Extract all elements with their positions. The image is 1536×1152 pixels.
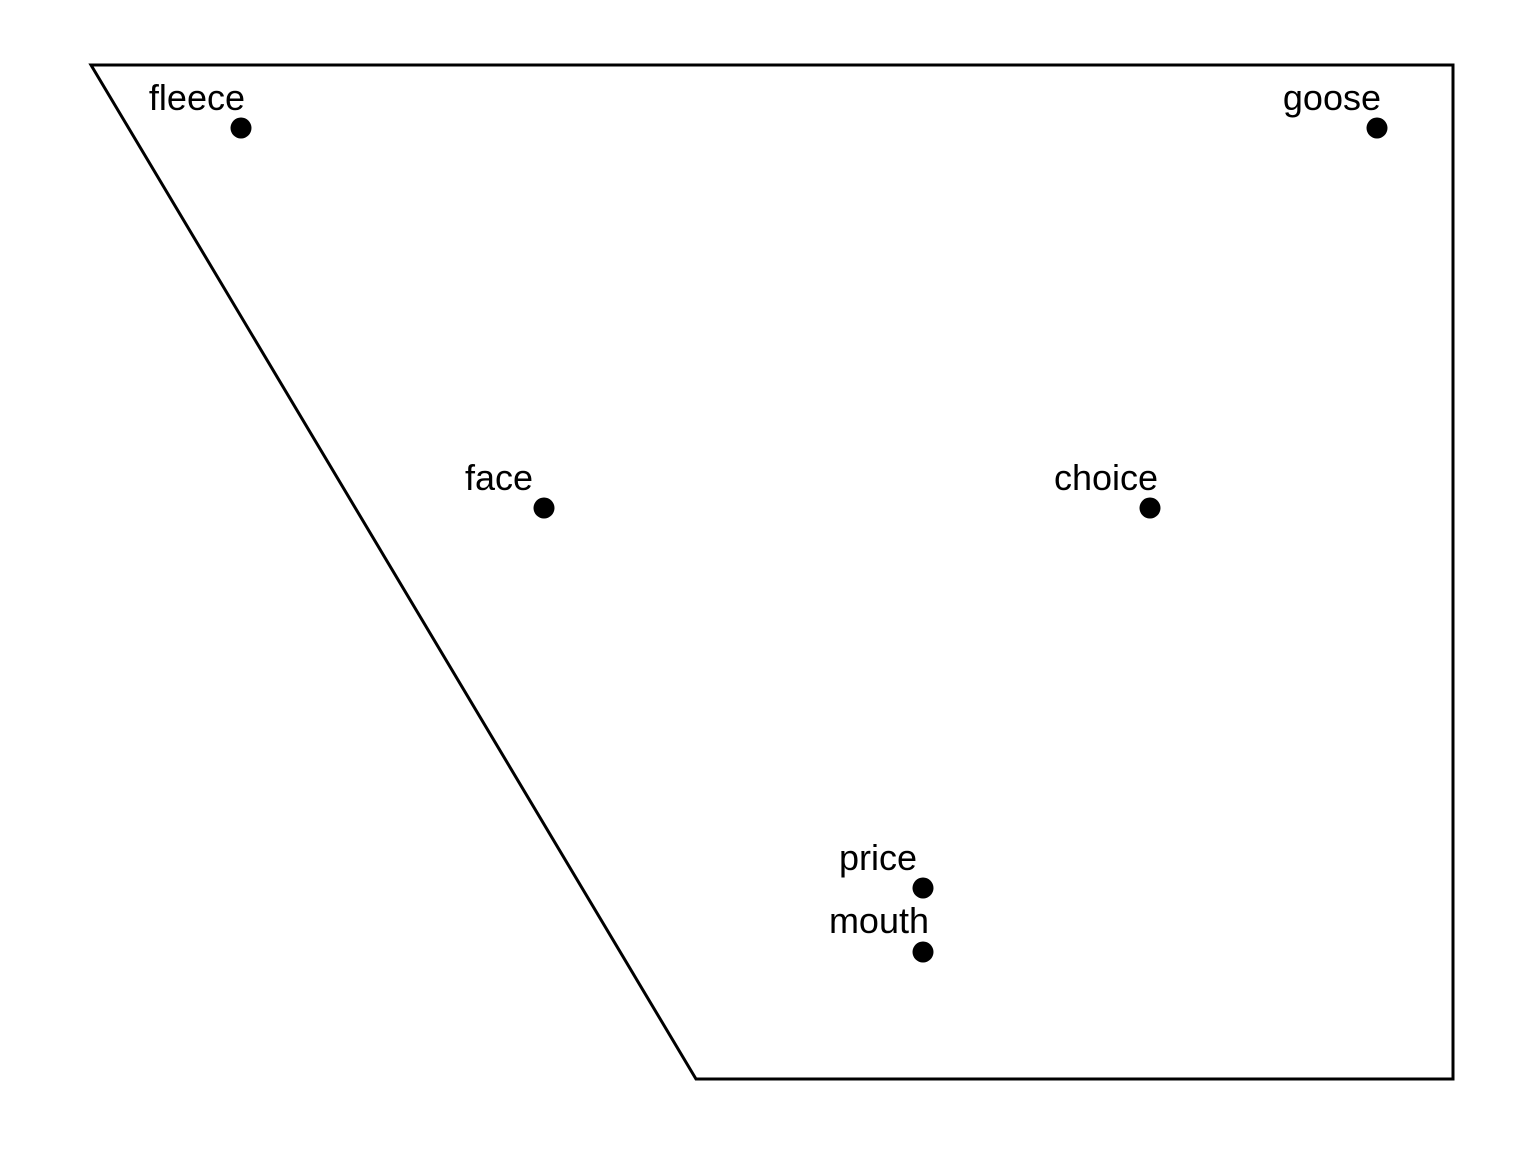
point-label: choice bbox=[1054, 457, 1158, 498]
point-fleece: fleece bbox=[149, 77, 252, 139]
point-marker bbox=[912, 877, 934, 899]
point-marker bbox=[912, 941, 934, 963]
point-label: goose bbox=[1283, 77, 1381, 118]
point-label: price bbox=[839, 837, 917, 878]
point-label: fleece bbox=[149, 77, 245, 118]
point-goose: goose bbox=[1283, 77, 1388, 139]
point-choice: choice bbox=[1054, 457, 1161, 519]
point-mouth: mouth bbox=[829, 900, 934, 963]
point-marker bbox=[1366, 117, 1388, 139]
point-marker bbox=[230, 117, 252, 139]
point-label: mouth bbox=[829, 900, 929, 941]
point-marker bbox=[533, 497, 555, 519]
point-price: price bbox=[839, 837, 934, 899]
point-face: face bbox=[465, 457, 555, 519]
point-marker bbox=[1139, 497, 1161, 519]
boundary-polygon bbox=[88, 63, 1455, 1081]
point-label: face bbox=[465, 457, 533, 498]
